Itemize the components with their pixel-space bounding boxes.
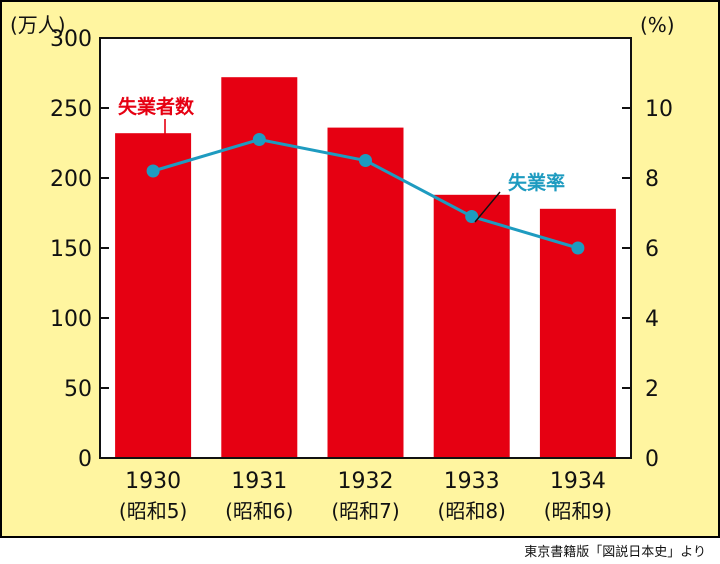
x-tick-label: 1930 bbox=[125, 469, 181, 494]
x-tick-label: 1932 bbox=[338, 469, 394, 494]
line-point-1930 bbox=[146, 164, 160, 178]
line-label-leader bbox=[474, 191, 501, 223]
right-tick-label: 10 bbox=[645, 97, 673, 122]
x-tick-sublabel: (昭和8) bbox=[438, 499, 506, 523]
line-series-label: 失業率 bbox=[508, 171, 565, 194]
x-tick-sublabel: (昭和6) bbox=[225, 499, 293, 523]
x-tick-label: 1934 bbox=[550, 469, 606, 494]
x-tick-label: 1933 bbox=[444, 469, 500, 494]
left-tick-label: 200 bbox=[50, 167, 92, 192]
x-tick-sublabel: (昭和9) bbox=[544, 499, 612, 523]
left-tick-label: 150 bbox=[50, 237, 92, 262]
line-point-1934 bbox=[571, 241, 585, 255]
x-tick-sublabel: (昭和5) bbox=[119, 499, 187, 523]
chart-frame: 0 50 100 150 200 250 300 0 2 4 6 8 10 1930 (昭和5) 1931 (昭… bbox=[0, 0, 720, 538]
line-point-1931 bbox=[252, 133, 266, 146]
line-point-1932 bbox=[359, 154, 372, 167]
x-tick-sublabel: (昭和7) bbox=[331, 499, 399, 523]
left-tick-label: 250 bbox=[50, 97, 92, 122]
right-tick-label: 8 bbox=[645, 167, 659, 192]
bar-1933 bbox=[433, 194, 510, 459]
bar-1930 bbox=[115, 133, 192, 458]
right-tick-label: 4 bbox=[645, 307, 659, 332]
line-layer bbox=[146, 133, 585, 255]
left-tick-label: 100 bbox=[50, 307, 92, 332]
bar-series-label: 失業者数 bbox=[118, 95, 195, 118]
chart-svg: 0 50 100 150 200 250 300 0 2 4 6 8 10 1930 (昭和5) 1931 (昭… bbox=[0, 0, 720, 538]
x-tick-label: 1931 bbox=[231, 469, 287, 494]
right-tick-label: 0 bbox=[645, 447, 659, 472]
axes-layer: 0 50 100 150 200 250 300 0 2 4 6 8 10 1930 (昭和5) 1931 (昭… bbox=[50, 27, 673, 523]
source-credit: 東京書籍版「図説日本史」より bbox=[524, 545, 706, 560]
right-tick-label: 6 bbox=[645, 237, 659, 262]
left-tick-label: 300 bbox=[50, 27, 92, 52]
bar-1932 bbox=[327, 127, 404, 458]
bar-label-arrowhead bbox=[160, 135, 170, 143]
right-tick-label: 2 bbox=[645, 377, 659, 402]
left-axis-unit: (万人) bbox=[10, 13, 66, 37]
left-tick-label: 0 bbox=[78, 447, 92, 472]
bars-layer bbox=[115, 77, 616, 459]
right-axis-unit: (%) bbox=[640, 13, 675, 37]
line-point-1933 bbox=[465, 210, 479, 223]
left-tick-label: 50 bbox=[64, 377, 92, 402]
